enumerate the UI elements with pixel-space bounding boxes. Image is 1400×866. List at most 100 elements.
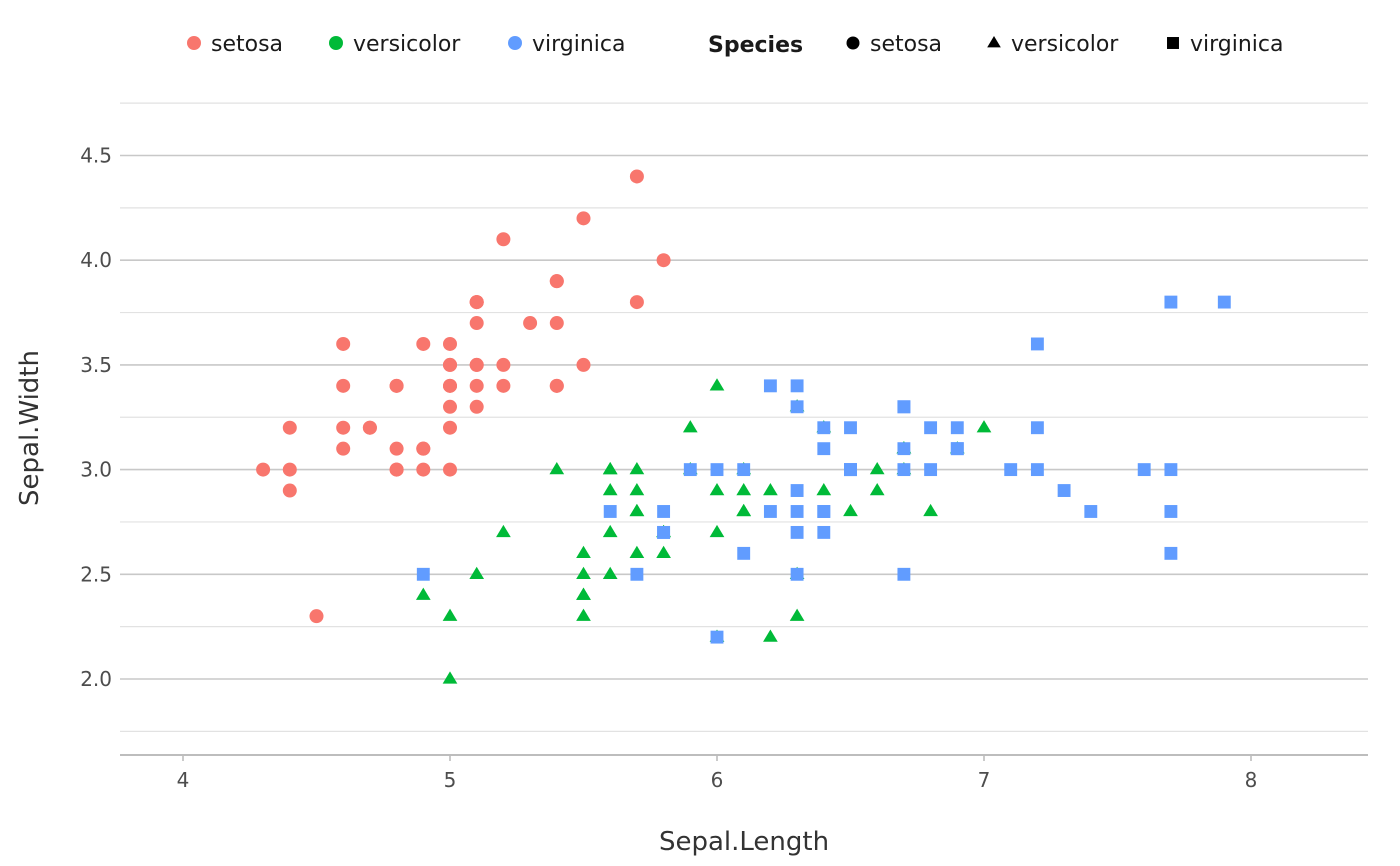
point-setosa xyxy=(389,441,404,456)
point-versicolor xyxy=(496,524,511,538)
point-virginica xyxy=(897,400,911,414)
point-versicolor xyxy=(709,378,725,391)
point-virginica xyxy=(1057,484,1071,497)
point-virginica xyxy=(763,505,777,518)
point-versicolor xyxy=(816,482,832,496)
point-virginica xyxy=(790,379,804,393)
point-virginica xyxy=(950,442,964,456)
y-tick-label: 4.5 xyxy=(80,144,112,168)
point-virginica xyxy=(817,525,831,539)
point-virginica xyxy=(1030,421,1044,435)
point-versicolor xyxy=(629,545,645,559)
point-virginica xyxy=(630,567,644,581)
point-setosa xyxy=(469,316,484,331)
point-versicolor xyxy=(656,545,671,559)
point-setosa xyxy=(282,483,297,498)
point-setosa xyxy=(576,357,591,372)
point-setosa xyxy=(469,357,484,372)
point-virginica xyxy=(950,421,964,435)
point-versicolor xyxy=(736,503,752,517)
point-setosa xyxy=(336,378,351,393)
legend-color-label: setosa xyxy=(211,32,283,57)
legend-color-key xyxy=(329,36,343,50)
point-versicolor xyxy=(789,608,805,621)
y-tick-label: 2.0 xyxy=(80,667,112,691)
point-versicolor xyxy=(602,566,618,579)
point-setosa xyxy=(496,357,511,372)
point-setosa xyxy=(282,462,297,477)
y-axis-title: Sepal.Width xyxy=(15,350,45,506)
point-versicolor xyxy=(629,462,645,475)
point-virginica xyxy=(1164,505,1178,518)
point-setosa xyxy=(523,316,538,331)
point-setosa xyxy=(443,462,457,477)
point-versicolor xyxy=(629,482,645,496)
series-setosa xyxy=(256,169,671,624)
point-versicolor xyxy=(469,566,485,579)
point-versicolor xyxy=(442,608,458,621)
point-versicolor xyxy=(602,524,618,538)
point-versicolor xyxy=(576,566,591,579)
point-versicolor xyxy=(763,482,778,496)
point-setosa xyxy=(282,420,297,435)
point-virginica xyxy=(763,379,777,393)
point-virginica xyxy=(1164,295,1178,309)
point-virginica xyxy=(710,463,724,477)
point-versicolor xyxy=(843,503,858,517)
point-virginica xyxy=(844,463,857,477)
legend-shape-label: virginica xyxy=(1190,32,1284,57)
point-setosa xyxy=(549,316,564,331)
point-virginica xyxy=(603,505,617,518)
x-tick-label: 6 xyxy=(711,768,724,792)
point-versicolor xyxy=(415,587,431,600)
point-versicolor xyxy=(869,482,885,496)
point-virginica xyxy=(737,463,751,477)
point-setosa xyxy=(469,399,484,414)
legend-color-label: versicolor xyxy=(353,32,461,57)
shape-legend-title: Species xyxy=(708,33,803,58)
point-virginica xyxy=(1137,463,1151,477)
point-virginica xyxy=(790,567,804,581)
point-setosa xyxy=(443,357,457,372)
point-virginica xyxy=(657,505,671,518)
point-versicolor xyxy=(682,420,698,433)
point-virginica xyxy=(1217,295,1231,309)
point-setosa xyxy=(443,399,457,414)
legend: setosa versicolor virginica Species setosa… xyxy=(187,32,1284,58)
point-setosa xyxy=(469,295,484,310)
point-setosa xyxy=(389,378,404,393)
point-setosa xyxy=(336,441,351,456)
y-tick-label: 2.5 xyxy=(80,562,112,586)
point-versicolor xyxy=(763,629,778,642)
legend-color-key xyxy=(508,36,522,50)
point-virginica xyxy=(790,525,804,539)
point-setosa xyxy=(336,420,351,435)
point-virginica xyxy=(1084,505,1098,518)
point-versicolor xyxy=(736,482,752,496)
x-axis-title: Sepal.Length xyxy=(659,827,829,857)
point-versicolor xyxy=(549,462,565,475)
point-virginica xyxy=(1030,463,1044,477)
point-setosa xyxy=(469,378,484,393)
major-gridlines xyxy=(120,154,1368,680)
point-versicolor xyxy=(923,503,938,517)
point-virginica xyxy=(897,463,911,477)
point-virginica xyxy=(737,546,751,560)
point-setosa xyxy=(549,274,564,289)
point-virginica xyxy=(817,442,831,456)
point-versicolor xyxy=(602,482,618,496)
minor-gridlines xyxy=(120,102,1368,732)
point-versicolor xyxy=(629,503,645,517)
point-virginica xyxy=(844,421,857,435)
y-tick-label: 3.5 xyxy=(80,353,112,377)
legend-shape-key xyxy=(846,36,860,50)
x-tick-label: 8 xyxy=(1245,768,1258,792)
point-virginica xyxy=(1004,463,1018,477)
point-virginica xyxy=(897,442,911,456)
point-versicolor xyxy=(709,524,725,538)
legend-color-key xyxy=(187,36,201,50)
point-setosa xyxy=(309,609,324,624)
point-setosa xyxy=(416,441,431,456)
x-tick-label: 7 xyxy=(978,768,991,792)
